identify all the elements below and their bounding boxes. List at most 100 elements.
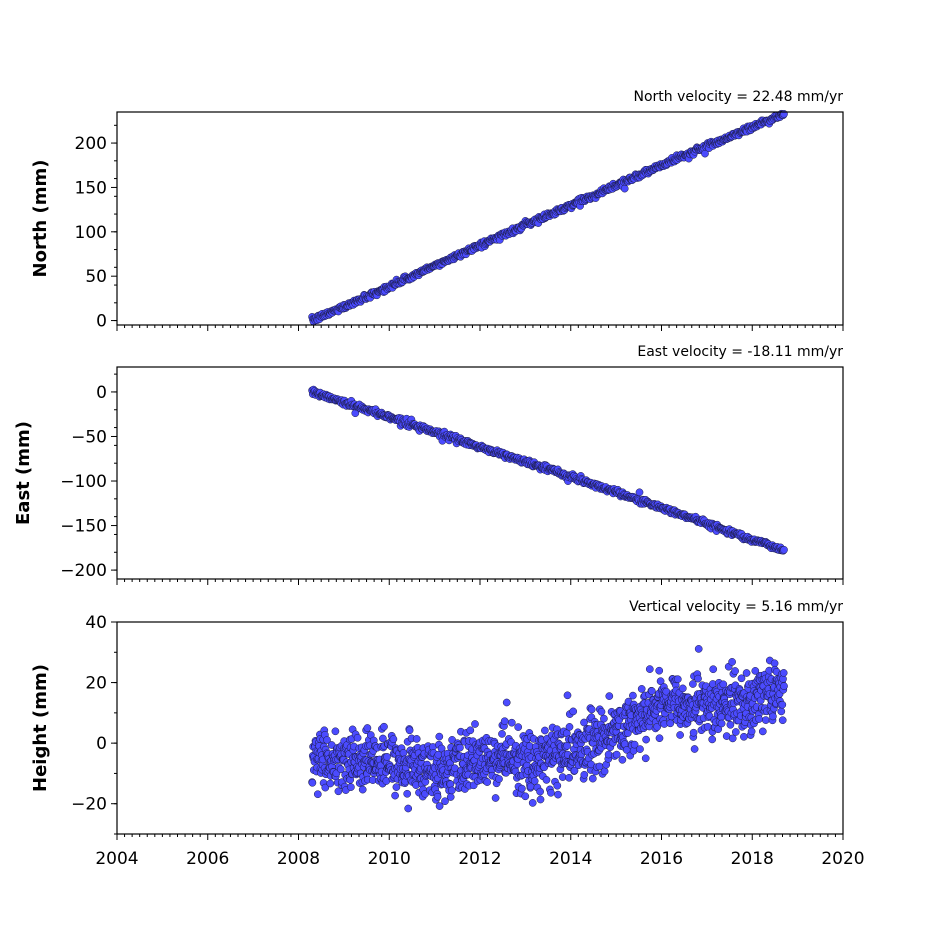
data-point — [728, 658, 736, 666]
data-point — [655, 734, 664, 743]
data-point — [689, 728, 698, 737]
y-tick-label: −100 — [60, 472, 107, 492]
x-tick-label: 2018 — [731, 849, 774, 869]
y-tick-label: −20 — [71, 795, 107, 815]
x-tick-label: 2006 — [186, 849, 229, 869]
data-point — [761, 716, 770, 724]
data-point — [507, 718, 516, 727]
data-point — [466, 726, 475, 735]
data-point — [645, 665, 654, 673]
data-point — [731, 728, 740, 736]
data-point — [737, 674, 746, 683]
data-point — [709, 665, 718, 674]
data-point — [780, 110, 788, 118]
data-point — [751, 667, 760, 675]
data-point — [563, 741, 571, 750]
data-point — [580, 718, 588, 727]
data-point — [565, 773, 573, 782]
y-tick-label: −200 — [60, 561, 107, 581]
data-point — [404, 804, 413, 813]
data-point — [358, 785, 367, 794]
x-tick-label: 2004 — [95, 849, 138, 869]
data-point — [498, 730, 506, 738]
data-point — [528, 799, 537, 807]
data-point — [483, 778, 492, 786]
data-point — [655, 666, 664, 675]
data-point — [642, 735, 650, 744]
data-point — [323, 736, 331, 744]
data-point — [399, 749, 408, 757]
data-point — [518, 784, 526, 793]
data-point — [553, 781, 562, 790]
data-point — [731, 667, 739, 675]
north-points — [308, 109, 788, 326]
x-tick-label: 2020 — [821, 849, 864, 869]
data-point — [514, 723, 523, 731]
data-point — [446, 793, 455, 801]
data-point — [637, 685, 646, 693]
data-point — [558, 773, 567, 781]
data-point — [433, 792, 442, 801]
data-point — [321, 783, 330, 792]
data-point — [689, 680, 697, 688]
data-point — [605, 692, 614, 700]
data-point — [313, 790, 322, 799]
y-tick-label: 20 — [85, 674, 107, 694]
panel-height: 2004 2006 2008 2010 2012 2014 2016 2018 2020 40 20… — [30, 599, 865, 869]
data-point — [383, 753, 391, 761]
data-point — [547, 788, 555, 797]
data-point — [758, 727, 767, 736]
x-tick-label: 2008 — [277, 849, 320, 869]
data-point — [717, 719, 726, 728]
data-point — [690, 745, 699, 753]
data-point — [597, 707, 606, 716]
y-tick-label: 100 — [75, 223, 107, 243]
data-point — [769, 712, 777, 721]
east-axis-label: East (mm) — [13, 421, 34, 525]
x-tick-label: 2016 — [640, 849, 683, 869]
data-point — [629, 691, 637, 700]
data-point — [450, 764, 459, 773]
data-point — [747, 727, 756, 736]
x-tick-label: 2010 — [368, 849, 411, 869]
data-point — [521, 792, 530, 801]
data-point — [612, 750, 621, 759]
height-points — [308, 645, 788, 813]
data-point — [500, 717, 509, 726]
panel-north: 0 50 100 150 200 North (mm) North velocity = 2… — [30, 89, 844, 332]
y-tick-label: −50 — [71, 427, 107, 447]
north-axis-label: North (mm) — [30, 160, 51, 278]
data-point — [347, 783, 355, 791]
y-tick-label: 0 — [96, 383, 107, 403]
height-axes-frame — [116, 621, 844, 835]
data-point — [742, 669, 751, 677]
data-point — [777, 707, 786, 716]
data-point — [714, 725, 723, 734]
data-point — [456, 743, 464, 752]
data-point — [536, 795, 545, 804]
data-point — [563, 691, 572, 700]
data-point — [435, 732, 444, 741]
data-point — [676, 731, 684, 739]
east-axes-frame — [116, 366, 844, 580]
data-point — [380, 722, 388, 731]
panel-east: 0 −50 −100 −150 −200 East (mm) East velocity =… — [13, 344, 844, 585]
data-point — [441, 797, 449, 806]
data-point — [447, 786, 456, 795]
data-point — [391, 791, 399, 800]
data-point — [405, 726, 414, 735]
data-point — [389, 735, 398, 743]
y-tick-label: 50 — [85, 267, 107, 287]
data-point — [666, 719, 675, 728]
data-point — [620, 184, 629, 193]
data-point — [403, 789, 412, 798]
data-point — [636, 745, 644, 753]
data-point — [326, 779, 335, 788]
data-point — [694, 674, 702, 683]
data-point — [530, 777, 539, 785]
y-tick-label: 40 — [85, 613, 107, 633]
north-velocity-title: North velocity = 22.48 mm/yr — [633, 89, 843, 105]
data-point — [647, 687, 656, 695]
data-point — [726, 720, 735, 729]
